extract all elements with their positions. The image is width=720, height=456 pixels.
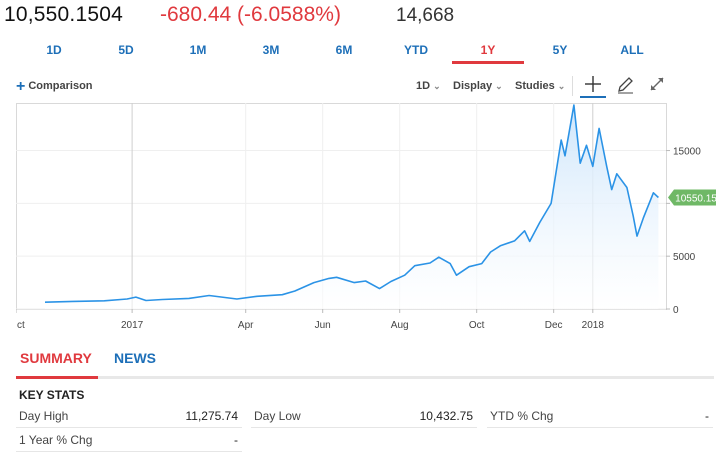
chart-canvas: 0 5000 15000 ct 2017 Apr Jun Aug Oct Dec 2018 10550… xyxy=(16,103,716,331)
range-tab-1m[interactable]: 1M xyxy=(189,43,207,57)
stat-value: - xyxy=(705,409,709,423)
quote-header: 10,550.1504 -680.44 (-6.0588%) 14,668 xyxy=(0,0,720,32)
plus-icon: + xyxy=(16,78,26,95)
x-tick-label: Dec xyxy=(545,320,563,331)
key-stats-row: 1 Year % Chg - xyxy=(16,428,714,452)
stat-value: 11,275.74 xyxy=(185,409,239,423)
tab-news[interactable]: NEWS xyxy=(114,350,156,366)
comparison-label: Comparison xyxy=(28,80,93,92)
y-tick-label: 5000 xyxy=(673,252,696,263)
summary-tabs: SUMMARY NEWS xyxy=(16,344,714,379)
display-dropdown[interactable]: Display ⌄ xyxy=(453,80,503,92)
key-stats-title: KEY STATS xyxy=(19,388,85,402)
stat-label: YTD % Chg xyxy=(490,409,554,423)
key-stats-row: Day High 11,275.74 Day Low 10,432.75 YTD… xyxy=(16,404,714,428)
price-area xyxy=(45,105,659,309)
x-tick-label: Aug xyxy=(391,320,409,331)
range-tab-ytd[interactable]: YTD xyxy=(404,43,428,57)
stat-day-high: Day High 11,275.74 xyxy=(16,404,242,428)
tab-summary[interactable]: SUMMARY xyxy=(16,350,98,379)
chevron-down-icon: ⌄ xyxy=(433,81,441,91)
x-tick-label: Apr xyxy=(238,320,254,331)
x-tick-label: Oct xyxy=(469,320,485,331)
display-label: Display xyxy=(453,80,493,92)
stat-label: Day High xyxy=(19,409,69,423)
stat-1y-chg: 1 Year % Chg - xyxy=(16,428,242,452)
range-tab-all[interactable]: ALL xyxy=(620,43,644,57)
interval-dropdown[interactable]: 1D ⌄ xyxy=(416,80,441,92)
x-tick-label: ct xyxy=(17,320,25,331)
range-tab-3m[interactable]: 3M xyxy=(262,43,280,57)
chevron-down-icon: ⌄ xyxy=(557,81,566,91)
x-tick-label: 2017 xyxy=(121,320,144,331)
pencil-icon[interactable] xyxy=(612,74,638,98)
expand-icon[interactable] xyxy=(644,74,670,98)
stat-value: 10,432.75 xyxy=(419,409,473,423)
y-tick-label: 0 xyxy=(673,305,679,316)
range-tab-6m[interactable]: 6M xyxy=(335,43,353,57)
price-chart[interactable]: 0 5000 15000 ct 2017 Apr Jun Aug Oct Dec 2018 10550… xyxy=(16,103,716,339)
chart-toolbar: + Comparison 1D ⌄ Display ⌄ Studies ⌄ xyxy=(0,74,720,100)
y-tick-label: 15000 xyxy=(673,147,701,158)
stat-value: - xyxy=(234,433,238,447)
last-value-badge xyxy=(668,189,716,206)
range-tab-1y[interactable]: 1Y xyxy=(452,40,524,64)
price-line xyxy=(44,104,659,303)
studies-dropdown[interactable]: Studies ⌄ xyxy=(515,80,565,92)
x-tick-label: 2018 xyxy=(582,320,605,331)
toolbar-divider xyxy=(572,76,573,96)
x-tick-label: Jun xyxy=(315,320,331,331)
time-range-tabs: 1D 5D 1M 3M 6M YTD 1Y 5Y ALL xyxy=(18,40,688,64)
crosshair-icon[interactable] xyxy=(580,74,606,98)
interval-label: 1D xyxy=(416,80,431,92)
comparison-button[interactable]: + Comparison xyxy=(16,78,93,96)
stat-label: Day Low xyxy=(254,409,301,423)
price-change: -680.44 (-6.0588%) xyxy=(160,3,341,26)
volume: 14,668 xyxy=(396,5,455,26)
last-price: 10,550.1504 xyxy=(4,3,123,26)
range-tab-1d[interactable]: 1D xyxy=(46,43,62,57)
range-tab-5d[interactable]: 5D xyxy=(118,43,134,57)
range-tab-5y[interactable]: 5Y xyxy=(552,43,568,57)
stat-ytd-chg: YTD % Chg - xyxy=(487,404,713,428)
chevron-down-icon: ⌄ xyxy=(495,81,503,91)
stat-label: 1 Year % Chg xyxy=(19,433,93,447)
last-value-label: 10550.15 xyxy=(675,194,716,205)
studies-label: Studies xyxy=(515,80,555,92)
stat-day-low: Day Low 10,432.75 xyxy=(251,404,477,428)
